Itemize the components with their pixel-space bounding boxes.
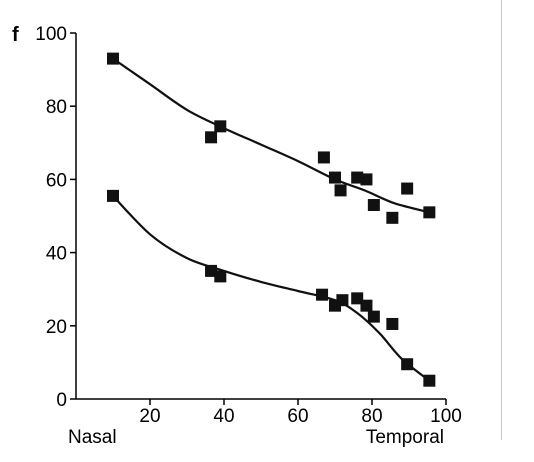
y-tick-label: 20 [46, 317, 67, 338]
data-point-series-2 [316, 288, 329, 301]
data-point-series-2 [107, 189, 119, 202]
fit-line-1 [112, 57, 430, 214]
data-point-series-2 [360, 299, 373, 312]
fit-line-2 [112, 195, 430, 382]
y-tick-label: 40 [46, 244, 67, 265]
data-point-series-2 [351, 292, 364, 305]
x-end-label-left: Nasal [68, 427, 117, 448]
x-tick-label: 20 [139, 406, 160, 427]
y-tick-label: 80 [46, 97, 67, 118]
data-point-series-1 [351, 171, 364, 184]
axes: 0 20 40 60 80 100 20 40 60 80 100 [35, 24, 462, 427]
data-point-series-1 [367, 199, 380, 212]
data-points [107, 52, 436, 387]
data-point-series-1 [317, 151, 330, 164]
data-point-series-1 [401, 182, 414, 195]
x-tick-label: 60 [287, 406, 308, 427]
data-point-series-2 [336, 294, 349, 307]
data-point-series-2 [386, 317, 399, 330]
data-point-series-2 [214, 270, 227, 283]
data-point-series-2 [205, 264, 218, 277]
panel-label: f [12, 24, 19, 46]
x-tick-label: 100 [430, 406, 462, 427]
panel-divider [501, 0, 502, 440]
x-end-label-right: Temporal [366, 427, 444, 448]
data-point-series-2 [423, 374, 436, 387]
y-tick-label: 60 [46, 170, 67, 191]
x-tick-label: 80 [361, 406, 382, 427]
y-tick-label: 0 [56, 390, 67, 411]
data-point-series-1 [214, 120, 227, 133]
data-point-series-1 [386, 211, 399, 224]
y-tick-label: 100 [35, 24, 67, 45]
data-point-series-1 [329, 171, 341, 184]
data-point-series-1 [205, 131, 218, 144]
data-point-series-2 [367, 310, 380, 323]
data-point-series-1 [107, 52, 119, 65]
data-point-series-2 [401, 358, 414, 371]
data-point-series-1 [334, 184, 347, 197]
x-tick-label: 40 [213, 406, 234, 427]
fit-lines [112, 57, 430, 382]
data-point-series-1 [423, 206, 436, 219]
data-point-series-1 [360, 173, 373, 186]
